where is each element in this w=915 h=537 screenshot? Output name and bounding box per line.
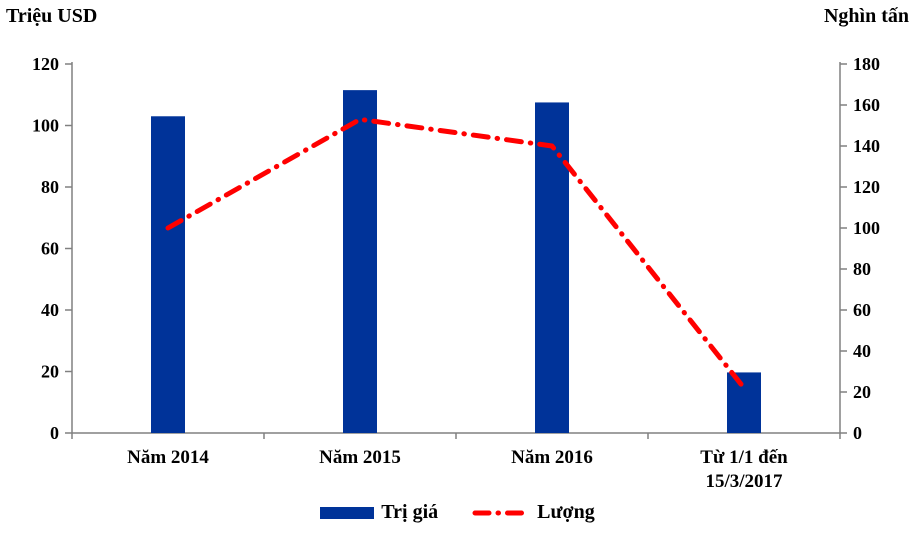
category-label: Từ 1/1 đến: [700, 447, 788, 468]
right-axis-tick-label: 40: [853, 341, 871, 361]
left-axis-title: Triệu USD: [6, 5, 98, 27]
chart-legend: Trị giá Lượng: [0, 501, 915, 524]
bar-từ-1/1-đến: [727, 372, 761, 433]
category-label: Năm 2016: [511, 447, 593, 468]
bar-năm-2014: [151, 116, 185, 434]
category-label: 15/3/2017: [705, 471, 783, 492]
right-axis-tick-label: 140: [853, 136, 880, 156]
bar-series-swatch: [320, 506, 375, 519]
line-series-swatch: [472, 510, 530, 515]
bar-năm-2016: [535, 102, 569, 433]
right-axis-tick-label: 0: [853, 423, 862, 443]
legend-label-tri-gia: Trị giá: [381, 501, 439, 523]
right-axis-tick-label: 20: [853, 382, 871, 402]
right-axis-tick-label: 180: [853, 54, 880, 74]
right-axis-title: Nghìn tấn: [823, 5, 909, 27]
right-axis-tick-label: 160: [853, 95, 880, 115]
left-axis-tick-label: 20: [41, 362, 59, 382]
category-label: Năm 2015: [319, 447, 401, 468]
bar-năm-2015: [343, 90, 377, 433]
legend-label-luong: Lượng: [537, 501, 595, 523]
category-label: Năm 2014: [127, 447, 209, 468]
left-axis-tick-label: 120: [32, 54, 59, 74]
left-axis-tick-label: 0: [50, 423, 59, 443]
chart-plot-area: 0 20 40 60 80 100 120 0 20 40 60 80 100 120 140 160 180 N…: [32, 54, 880, 492]
right-axis-tick-label: 80: [853, 259, 871, 279]
right-axis-tick-label: 120: [853, 177, 880, 197]
legend-item-tri-gia: Trị giá: [320, 501, 438, 524]
left-axis-tick-label: 80: [41, 177, 59, 197]
left-axis-tick-label: 40: [41, 300, 59, 320]
left-axis-tick-label: 60: [41, 239, 59, 259]
legend-item-luong: Lượng: [472, 501, 595, 524]
left-axis-tick-label: 100: [32, 116, 59, 136]
line-series-luong: [165, 116, 747, 391]
right-axis-tick-label: 100: [853, 218, 880, 238]
right-axis-tick-label: 60: [853, 300, 871, 320]
